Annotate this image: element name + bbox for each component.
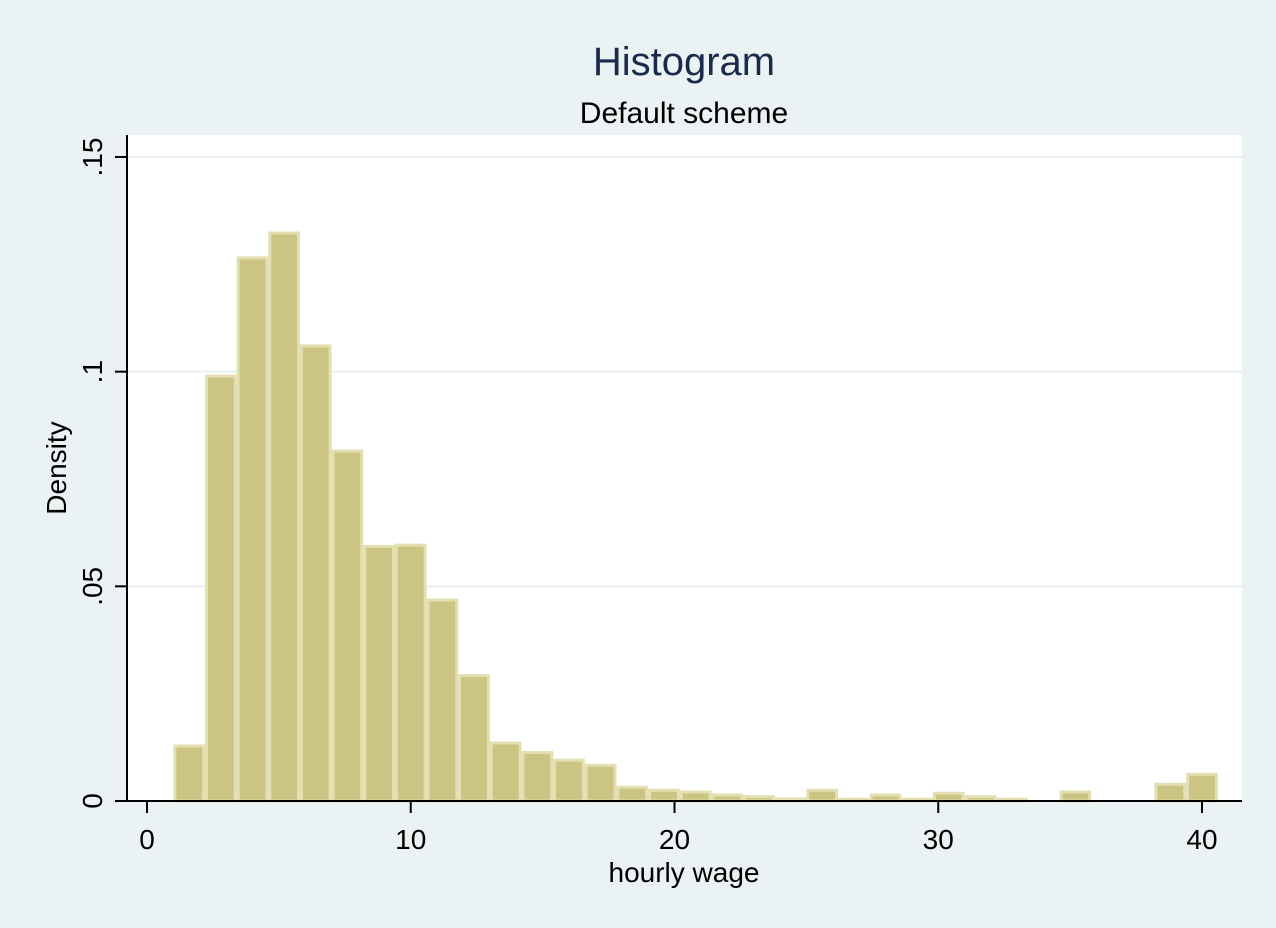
x-tick-label: 10 bbox=[395, 824, 426, 855]
histogram-bar bbox=[1186, 772, 1218, 803]
x-tick-label: 0 bbox=[139, 824, 155, 855]
histogram-bar bbox=[932, 791, 965, 803]
x-axis-label: hourly wage bbox=[609, 857, 760, 888]
x-axis-ticks: 0 10 20 30 40 bbox=[139, 801, 1218, 855]
y-tick-label: 0 bbox=[77, 793, 108, 809]
histogram-bars bbox=[173, 231, 1218, 803]
y-tick-label: .1 bbox=[77, 360, 108, 383]
x-tick-label: 20 bbox=[659, 824, 690, 855]
y-tick-label: .15 bbox=[77, 138, 108, 177]
x-tick-label: 40 bbox=[1186, 824, 1217, 855]
histogram-bar bbox=[616, 785, 649, 803]
histogram-bar bbox=[584, 763, 617, 803]
histogram-bar bbox=[331, 449, 364, 803]
histogram-bar bbox=[489, 741, 522, 803]
y-axis-label: Density bbox=[41, 421, 72, 514]
histogram-bar bbox=[679, 790, 712, 803]
histogram-bar bbox=[236, 256, 269, 803]
histogram-bar bbox=[1154, 782, 1187, 803]
histogram-bar bbox=[205, 374, 237, 803]
chart-title: Histogram bbox=[593, 40, 775, 84]
histogram-bar bbox=[426, 598, 459, 803]
histogram-bar bbox=[648, 788, 680, 803]
histogram-bar bbox=[1059, 790, 1092, 803]
histogram-bar bbox=[394, 543, 427, 803]
histogram-bar bbox=[521, 750, 554, 803]
histogram-bar bbox=[806, 788, 839, 803]
histogram-bar bbox=[299, 344, 332, 803]
chart-subtitle: Default scheme bbox=[580, 97, 788, 130]
y-axis-ticks: 0 .05 .1 .15 bbox=[77, 138, 127, 809]
x-tick-label: 30 bbox=[923, 824, 954, 855]
histogram-bar bbox=[553, 758, 585, 803]
y-tick-label: .05 bbox=[77, 567, 108, 606]
histogram-bar bbox=[173, 744, 206, 803]
histogram-bar bbox=[268, 231, 300, 803]
histogram-bar bbox=[363, 544, 395, 803]
histogram-bar bbox=[458, 674, 490, 803]
